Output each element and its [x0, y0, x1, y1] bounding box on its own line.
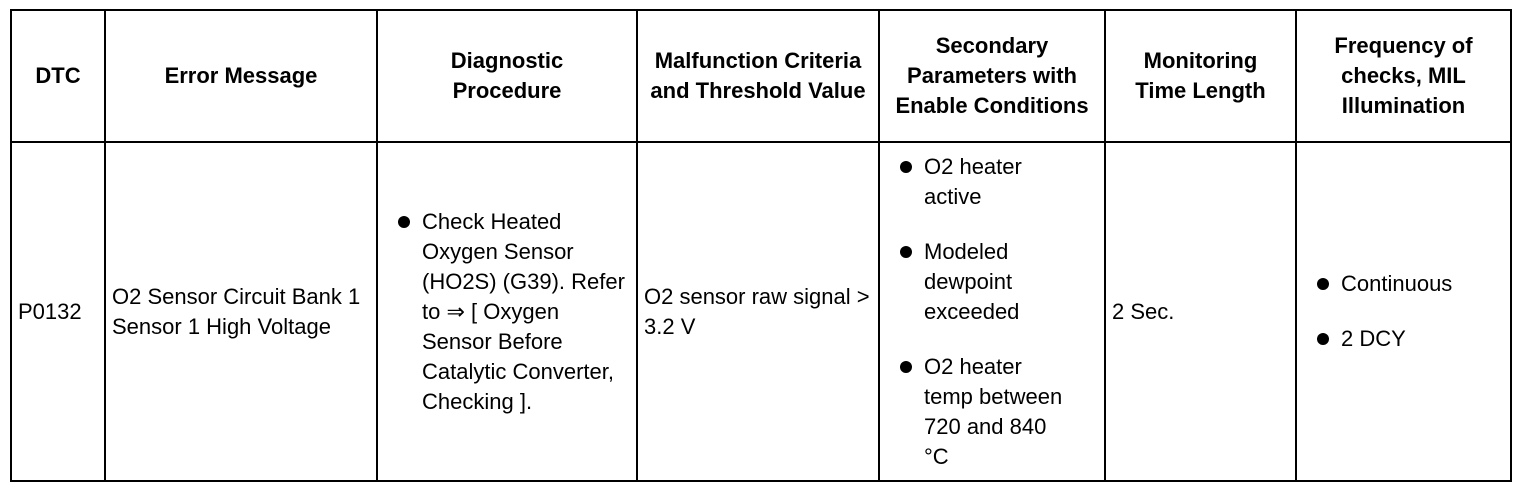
frequency-list: Continuous 2 DCY	[1303, 269, 1504, 354]
header-row: DTC Error Message Diagnostic Procedure M…	[10, 9, 1512, 143]
secondary-parameters-list: O2 heater active Modeled dewpoint exceed…	[886, 152, 1098, 472]
list-item: O2 heater active	[886, 152, 1098, 212]
cell-secondary-parameters: O2 heater active Modeled dewpoint exceed…	[878, 141, 1106, 482]
header-dtc: DTC	[10, 9, 106, 143]
header-secondary-parameters: Secondary Parameters with Enable Conditi…	[878, 9, 1106, 143]
list-item: Check Heated Oxygen Sensor (HO2S) (G39).…	[384, 207, 630, 417]
cell-malfunction-criteria: O2 sensor raw signal > 3.2 V	[636, 141, 880, 482]
header-diagnostic-procedure: Diagnostic Procedure	[376, 9, 638, 143]
list-item: 2 DCY	[1303, 324, 1504, 354]
cell-monitoring-time: 2 Sec.	[1104, 141, 1297, 482]
list-item: Continuous	[1303, 269, 1504, 299]
cell-diagnostic-procedure: Check Heated Oxygen Sensor (HO2S) (G39).…	[376, 141, 638, 482]
header-monitoring-time: Monitoring Time Length	[1104, 9, 1297, 143]
header-malfunction-criteria: Malfunction Criteria and Threshold Value	[636, 9, 880, 143]
diagnostic-procedure-list: Check Heated Oxygen Sensor (HO2S) (G39).…	[384, 207, 630, 417]
cell-error-message: O2 Sensor Circuit Bank 1 Sensor 1 High V…	[104, 141, 378, 482]
list-item: O2 heater temp between 720 and 840 °C	[886, 352, 1098, 472]
cell-frequency: Continuous 2 DCY	[1295, 141, 1512, 482]
list-item: Modeled dewpoint exceeded	[886, 237, 1098, 327]
table-row: P0132 O2 Sensor Circuit Bank 1 Sensor 1 …	[10, 141, 1512, 482]
header-error-message: Error Message	[104, 9, 378, 143]
dtc-table: DTC Error Message Diagnostic Procedure M…	[10, 9, 1512, 482]
cell-dtc: P0132	[10, 141, 106, 482]
header-frequency: Frequency of checks, MIL Illumination	[1295, 9, 1512, 143]
